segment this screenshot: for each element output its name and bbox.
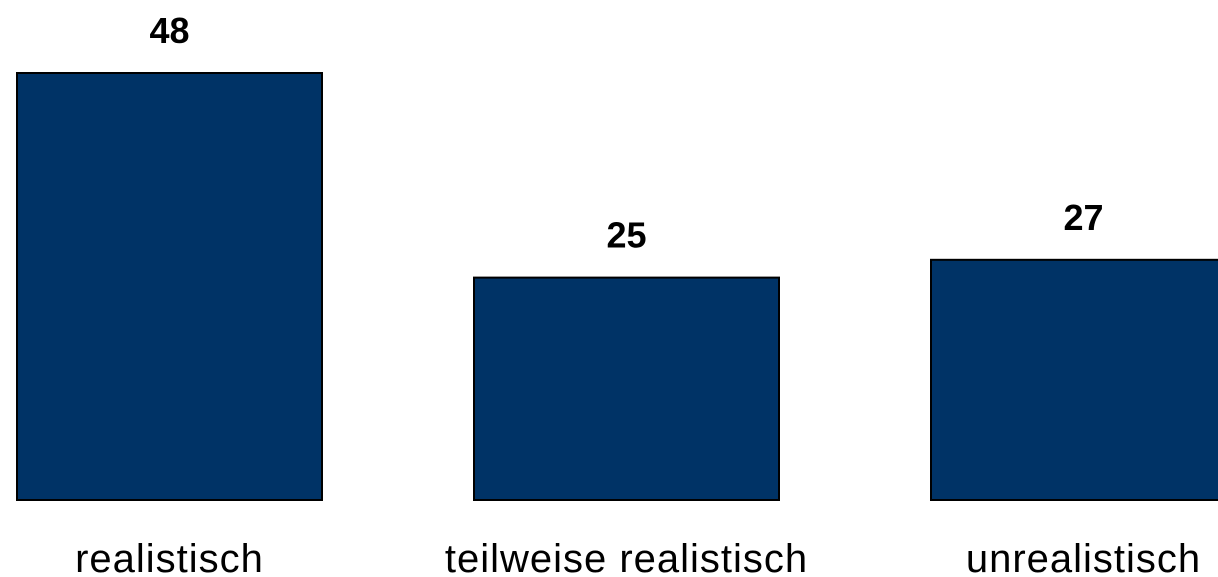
value-label-2: 25 (606, 215, 646, 256)
value-label-1: 48 (149, 10, 189, 51)
bar-3 (930, 258, 1218, 501)
category-labels-group: realistisch teilweise realistisch unrealis… (75, 537, 1201, 577)
bar-1 (16, 72, 323, 501)
bar-2 (473, 276, 780, 501)
category-label-3: unrealistisch (966, 537, 1201, 577)
bars-group (16, 72, 1218, 501)
value-labels-group: 48 25 27 (149, 10, 1103, 256)
value-label-3: 27 (1063, 197, 1103, 238)
category-label-1: realistisch (75, 537, 264, 577)
category-label-2: teilweise realistisch (445, 537, 808, 577)
